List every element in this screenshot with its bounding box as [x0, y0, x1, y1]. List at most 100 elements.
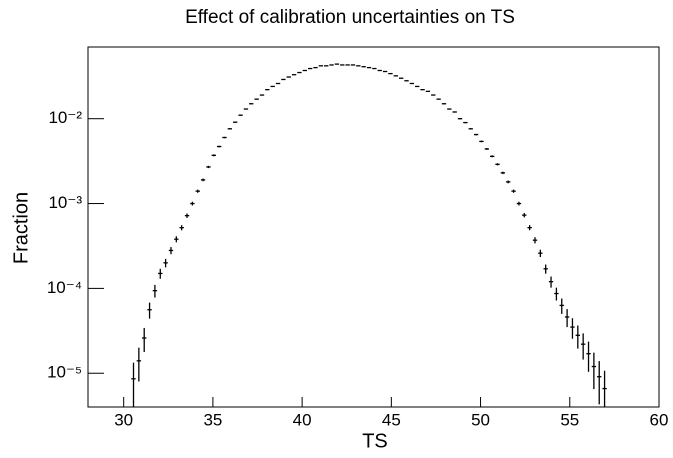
data-point [238, 114, 243, 116]
y-axis-label: Fraction [10, 192, 32, 264]
data-point [195, 189, 200, 193]
data-point [554, 287, 559, 301]
data-point [506, 180, 511, 184]
data-point [479, 140, 484, 143]
data-point [441, 103, 447, 105]
x-axis-label: TS [362, 430, 388, 452]
data-point [538, 249, 543, 258]
data-point [222, 136, 227, 139]
data-point [447, 108, 452, 110]
x-tick-label: 35 [203, 410, 222, 429]
data-point [227, 128, 233, 130]
data-point [575, 325, 580, 349]
data-point [281, 78, 286, 81]
data-point [372, 67, 377, 70]
data-point [415, 85, 420, 88]
data-point [345, 64, 350, 66]
y-tick-label: 10⁻⁵ [47, 363, 82, 382]
data-point [570, 318, 575, 339]
data-point [184, 213, 190, 218]
data-point [275, 82, 281, 85]
data-point [334, 63, 340, 65]
data-point [131, 362, 136, 407]
data-point [559, 298, 564, 314]
data-point [597, 361, 602, 405]
data-point [163, 258, 168, 268]
data-point [388, 72, 393, 75]
data-point [532, 237, 538, 244]
data-point [495, 163, 500, 166]
data-point [211, 154, 216, 157]
data-point [382, 70, 388, 73]
data-point [527, 225, 532, 231]
x-tick-label: 40 [293, 410, 312, 429]
x-tick-label: 50 [471, 410, 490, 429]
data-point [200, 178, 206, 182]
data-point [233, 121, 238, 123]
data-point [489, 155, 495, 158]
data-point [302, 69, 307, 72]
data-point [152, 284, 158, 298]
data-point [286, 76, 291, 78]
data-point [158, 268, 163, 279]
data-point [522, 213, 527, 218]
data-point [602, 370, 607, 407]
x-tick-label: 30 [114, 410, 133, 429]
data-point [484, 148, 489, 150]
data-point [324, 65, 329, 67]
data-point [340, 64, 345, 66]
data-point [393, 75, 398, 77]
x-tick-label: 55 [560, 410, 579, 429]
data-point [377, 69, 382, 72]
data-point [216, 145, 222, 148]
data-point [473, 133, 479, 136]
data-point [457, 118, 463, 120]
data-point [291, 74, 297, 76]
data-point [265, 88, 270, 91]
data-point [259, 94, 265, 96]
data-point [361, 66, 366, 68]
data-point [254, 98, 259, 100]
y-tick-label: 10⁻⁴ [47, 278, 82, 297]
data-point [420, 88, 425, 91]
data-point [174, 236, 179, 243]
data-point [318, 65, 324, 67]
data-point [313, 66, 318, 69]
data-point [190, 201, 195, 206]
data-point [586, 341, 591, 372]
chart-title: Effect of calibration uncertainties on T… [185, 7, 515, 28]
data-point [409, 82, 415, 85]
data-point [564, 309, 570, 328]
data-point [452, 111, 457, 113]
data-point [548, 276, 554, 288]
data-point [580, 333, 586, 360]
data-point [404, 80, 409, 82]
data-point [329, 64, 334, 66]
data-point [297, 71, 302, 74]
y-tick-label: 10⁻² [48, 108, 82, 127]
data-point [168, 247, 174, 255]
data-point [436, 98, 441, 100]
data-point [270, 85, 275, 88]
data-point [431, 94, 436, 96]
x-tick-label: 45 [382, 410, 401, 429]
data-point [511, 189, 516, 193]
data-point [516, 201, 522, 206]
data-point [398, 77, 404, 79]
data-point [206, 165, 211, 169]
plot-frame [87, 46, 660, 408]
data-point [366, 66, 372, 69]
data-point [591, 352, 597, 390]
data-points [131, 63, 607, 407]
data-point [136, 347, 142, 382]
data-point [356, 65, 361, 67]
data-point [142, 327, 147, 352]
data-point [179, 225, 184, 231]
data-point [543, 264, 548, 274]
data-point [307, 67, 313, 70]
data-point [249, 103, 254, 105]
data-point [425, 90, 431, 93]
y-tick-label: 10⁻³ [48, 193, 82, 212]
data-point [463, 121, 468, 124]
